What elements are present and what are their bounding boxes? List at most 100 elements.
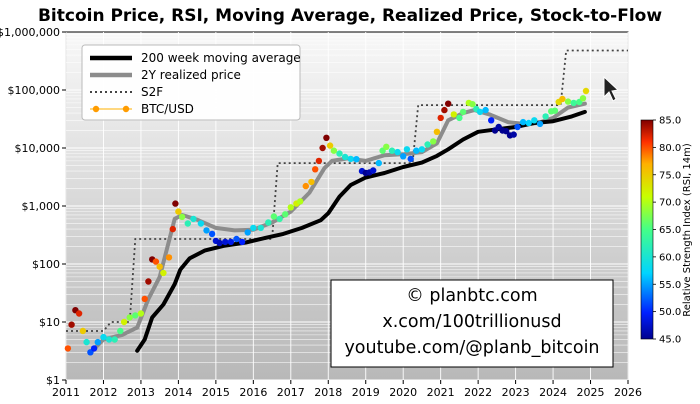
btc-price-point xyxy=(510,131,517,138)
btc-price-point xyxy=(531,117,538,124)
btc-price-point xyxy=(145,278,152,285)
btc-price-point xyxy=(542,113,549,120)
btc-price-point xyxy=(117,327,124,335)
y-tick-label: $10,000 xyxy=(15,142,61,155)
btc-price-point xyxy=(536,120,544,128)
colorbar-gradient xyxy=(640,119,654,340)
btc-price-point xyxy=(476,108,484,116)
btc-price-point xyxy=(94,338,102,346)
btc-price-point xyxy=(312,166,319,173)
btc-price-point xyxy=(482,106,489,114)
btc-price-point xyxy=(132,312,139,319)
y-tick-label: $1,000 xyxy=(22,200,61,213)
btc-price-point xyxy=(551,107,559,114)
btc-price-point xyxy=(445,100,452,107)
series-s2f xyxy=(66,49,628,332)
btc-price-point xyxy=(120,318,128,326)
credit-x: x.com/100trillionusd xyxy=(382,312,561,332)
btc-price-point xyxy=(315,157,323,165)
x-tick-label: 2012 xyxy=(89,386,117,399)
btc-price-point xyxy=(197,220,205,227)
btc-price-point xyxy=(519,118,527,126)
btc-price-point xyxy=(388,147,396,154)
colorbar-tick-label: 55.0 xyxy=(659,280,681,291)
btc-price-point xyxy=(488,117,495,124)
btc-price-point xyxy=(459,108,467,116)
btc-price-point xyxy=(407,155,414,163)
btc-price-point xyxy=(394,148,401,156)
btc-price-point xyxy=(172,200,179,207)
btc-price-point xyxy=(433,128,441,135)
credit-site: © planbtc.com xyxy=(406,286,537,306)
colorbar-tick-label: 65.0 xyxy=(659,225,681,236)
btc-price-point xyxy=(559,95,566,103)
legend: 200 week moving average 2Y realized pric… xyxy=(81,44,301,121)
x-tick-label: 2018 xyxy=(314,386,342,399)
btc-price-point xyxy=(430,138,437,145)
btc-price-point xyxy=(111,336,118,343)
btc-price-point xyxy=(326,142,334,149)
btc-price-point xyxy=(341,153,349,161)
btc-price-point xyxy=(441,106,448,114)
y-tick-label: $100 xyxy=(32,258,60,271)
btc-price-point xyxy=(525,119,532,127)
btc-price-point xyxy=(222,238,229,246)
btc-price-point xyxy=(514,123,521,131)
series-layer xyxy=(64,49,628,356)
btc-price-point xyxy=(160,269,167,277)
btc-price-point xyxy=(336,150,343,157)
btc-price-point xyxy=(169,225,176,233)
btc-price-point xyxy=(383,143,390,150)
btc-price-point xyxy=(238,238,246,246)
btc-price-point xyxy=(137,310,145,317)
btc-price-point xyxy=(156,263,163,270)
btc-price-point xyxy=(75,310,83,317)
legend-label-wma: 200 week moving average xyxy=(141,51,301,65)
btc-price-point xyxy=(227,238,235,246)
btc-price-point xyxy=(265,219,272,226)
legend-swatch-btc-dot-2 xyxy=(122,105,130,113)
btc-price-point xyxy=(270,213,278,220)
btc-price-point xyxy=(190,215,197,223)
btc-price-point xyxy=(437,114,444,122)
credit-youtube: youtube.com/@planb_bitcoin xyxy=(344,338,599,358)
btc-price-point xyxy=(418,146,426,153)
btc-price-point xyxy=(287,204,294,211)
x-tick-label: 2019 xyxy=(352,386,380,399)
btc-price-point xyxy=(250,224,257,232)
btc-price-point xyxy=(424,141,431,148)
btc-price-point xyxy=(100,333,107,341)
colorbar-tick-label: 85.0 xyxy=(659,116,681,127)
legend-label-btc: BTC/USD xyxy=(141,102,194,116)
btc-price-point xyxy=(79,327,87,335)
btc-price-point xyxy=(400,153,407,160)
credits-background xyxy=(330,279,614,368)
btc-price-point xyxy=(469,101,476,108)
btc-price-point xyxy=(413,147,420,154)
btc-price-point xyxy=(68,321,75,328)
legend-label-realized: 2Y realized price xyxy=(141,68,241,82)
y-tick-label: $1 xyxy=(46,374,60,387)
btc-price-point xyxy=(450,111,457,118)
colorbar-tick-label: 70.0 xyxy=(659,198,681,209)
legend-box xyxy=(81,44,301,121)
btc-price-point xyxy=(178,213,186,221)
btc-price-point xyxy=(175,208,182,215)
btc-price-point xyxy=(570,99,577,107)
chart-title: Bitcoin Price, RSI, Moving Average, Real… xyxy=(38,6,662,26)
btc-price-point xyxy=(83,338,90,346)
colorbar-tick-label: 50.0 xyxy=(659,307,681,318)
btc-price-point xyxy=(564,98,572,105)
btc-price-point xyxy=(579,95,587,102)
x-tick-label: 2022 xyxy=(464,386,492,399)
btc-price-point xyxy=(152,258,160,265)
btc-price-point xyxy=(203,227,210,234)
btc-price-point xyxy=(370,167,377,174)
y-tick-label: $10 xyxy=(39,316,60,329)
colorbar-tick-label: 75.0 xyxy=(659,170,681,181)
y-tick-label: $1,000,000 xyxy=(0,26,60,39)
btc-price-point xyxy=(165,254,173,261)
btc-price-point xyxy=(216,239,223,247)
btc-price-point xyxy=(347,155,354,163)
colorbar-tick-label: 60.0 xyxy=(659,252,681,263)
